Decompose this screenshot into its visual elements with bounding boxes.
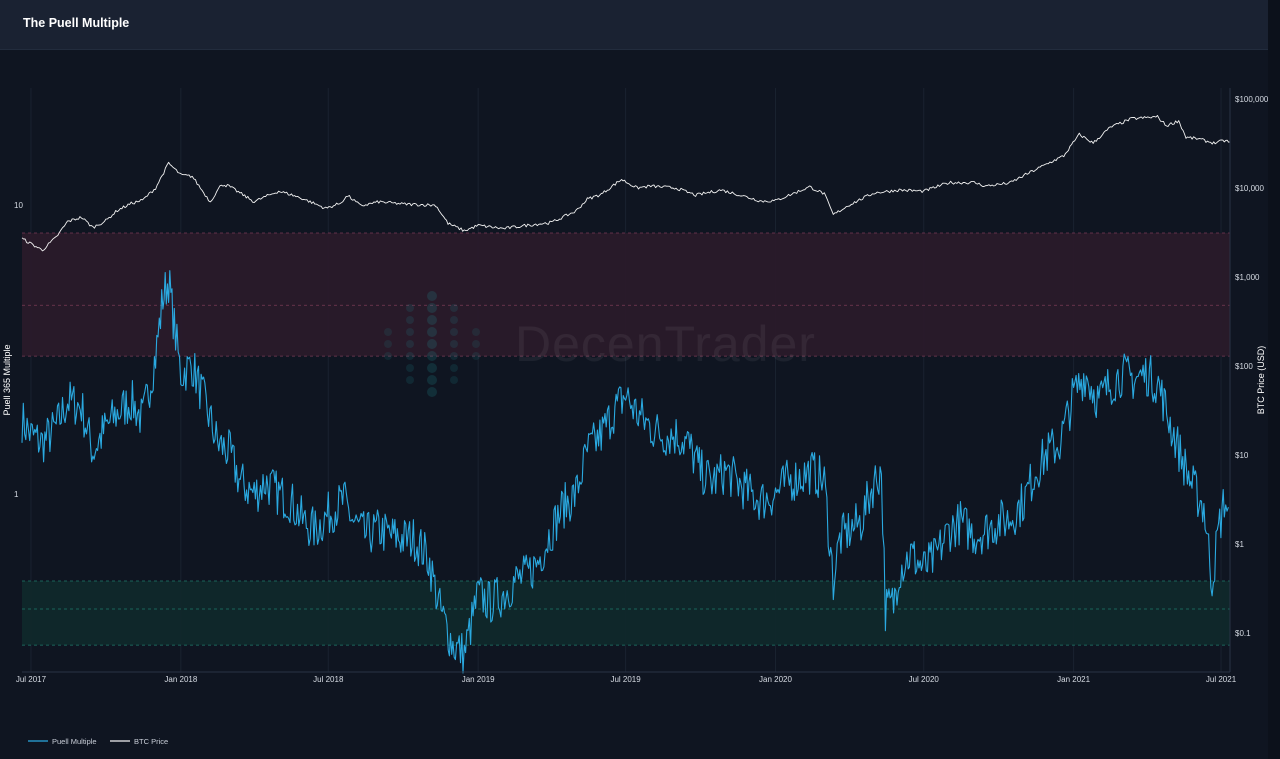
- left-tick-label: 1: [14, 490, 19, 499]
- x-tick-label: Jan 2018: [164, 675, 197, 684]
- right-tick-label: $0.1: [1235, 629, 1251, 638]
- x-tick-label: Jan 2019: [462, 675, 495, 684]
- logo-dot: [427, 363, 437, 373]
- logo-dot: [406, 376, 414, 384]
- decentrader-logo-icon: [384, 291, 480, 397]
- logo-dot: [472, 328, 480, 336]
- logo-dot: [472, 352, 480, 360]
- logo-dot: [450, 328, 458, 336]
- right-tick-label: $100: [1235, 362, 1253, 371]
- x-tick-label: Jul 2021: [1206, 675, 1237, 684]
- btc-price-line[interactable]: [21, 115, 1231, 252]
- logo-dot: [427, 291, 437, 301]
- watermark: DecenTrader: [384, 291, 816, 397]
- logo-dot: [406, 328, 414, 336]
- right-axis-title: BTC Price (USD): [1256, 346, 1266, 415]
- logo-dot: [427, 351, 437, 361]
- zone-bands: [22, 232, 1230, 646]
- legend-item[interactable]: Puell Multiple: [28, 737, 97, 746]
- chart-legend[interactable]: Puell Multiple BTC Price: [28, 737, 168, 746]
- left-tick-label: 10: [14, 201, 23, 210]
- logo-dot: [384, 340, 392, 348]
- logo-dot: [450, 376, 458, 384]
- logo-dot: [406, 364, 414, 372]
- legend-label: BTC Price: [134, 737, 168, 746]
- logo-dot: [406, 304, 414, 312]
- watermark-text: DecenTrader: [515, 316, 816, 372]
- right-tick-label: $1,000: [1235, 273, 1260, 282]
- logo-dot: [427, 315, 437, 325]
- logo-dot: [406, 340, 414, 348]
- series-lines: [21, 115, 1231, 674]
- sell-zone-band: [22, 233, 1230, 357]
- grid-lines: [30, 88, 1222, 672]
- x-tick-label: Jul 2020: [909, 675, 940, 684]
- x-tick-label: Jul 2019: [610, 675, 641, 684]
- logo-dot: [427, 339, 437, 349]
- logo-dot: [427, 303, 437, 313]
- logo-dot: [406, 352, 414, 360]
- x-tick-label: Jul 2017: [16, 675, 47, 684]
- logo-dot: [450, 340, 458, 348]
- puell-multiple-line[interactable]: [21, 270, 1229, 674]
- logo-dot: [427, 387, 437, 397]
- logo-dot: [384, 352, 392, 360]
- axes: Jul 2017 Jan 2018 Jul 2018 Jan 2019 Jul 2019…: [2, 88, 1268, 684]
- logo-dot: [406, 316, 414, 324]
- logo-dot: [384, 328, 392, 336]
- logo-dot: [472, 340, 480, 348]
- logo-dot: [450, 316, 458, 324]
- logo-dot: [450, 304, 458, 312]
- legend-label: Puell Multiple: [52, 737, 97, 746]
- chart-header: The Puell Multiple: [0, 0, 1268, 50]
- left-axis-title: Puell 365 Multiple: [2, 344, 12, 415]
- buy-zone-band: [22, 580, 1230, 646]
- right-tick-label: $10,000: [1235, 184, 1264, 193]
- right-tick-label: $10: [1235, 451, 1249, 460]
- logo-dot: [450, 364, 458, 372]
- page-scrollbar[interactable]: [1268, 0, 1280, 759]
- right-tick-label: $1: [1235, 540, 1244, 549]
- logo-dot: [427, 327, 437, 337]
- right-tick-label: $100,000: [1235, 95, 1268, 104]
- x-tick-label: Jan 2021: [1057, 675, 1090, 684]
- logo-dot: [427, 375, 437, 385]
- chart-title: The Puell Multiple: [23, 16, 130, 30]
- legend-item[interactable]: BTC Price: [110, 737, 168, 746]
- x-tick-label: Jul 2018: [313, 675, 344, 684]
- logo-dot: [450, 352, 458, 360]
- x-tick-label: Jan 2020: [759, 675, 792, 684]
